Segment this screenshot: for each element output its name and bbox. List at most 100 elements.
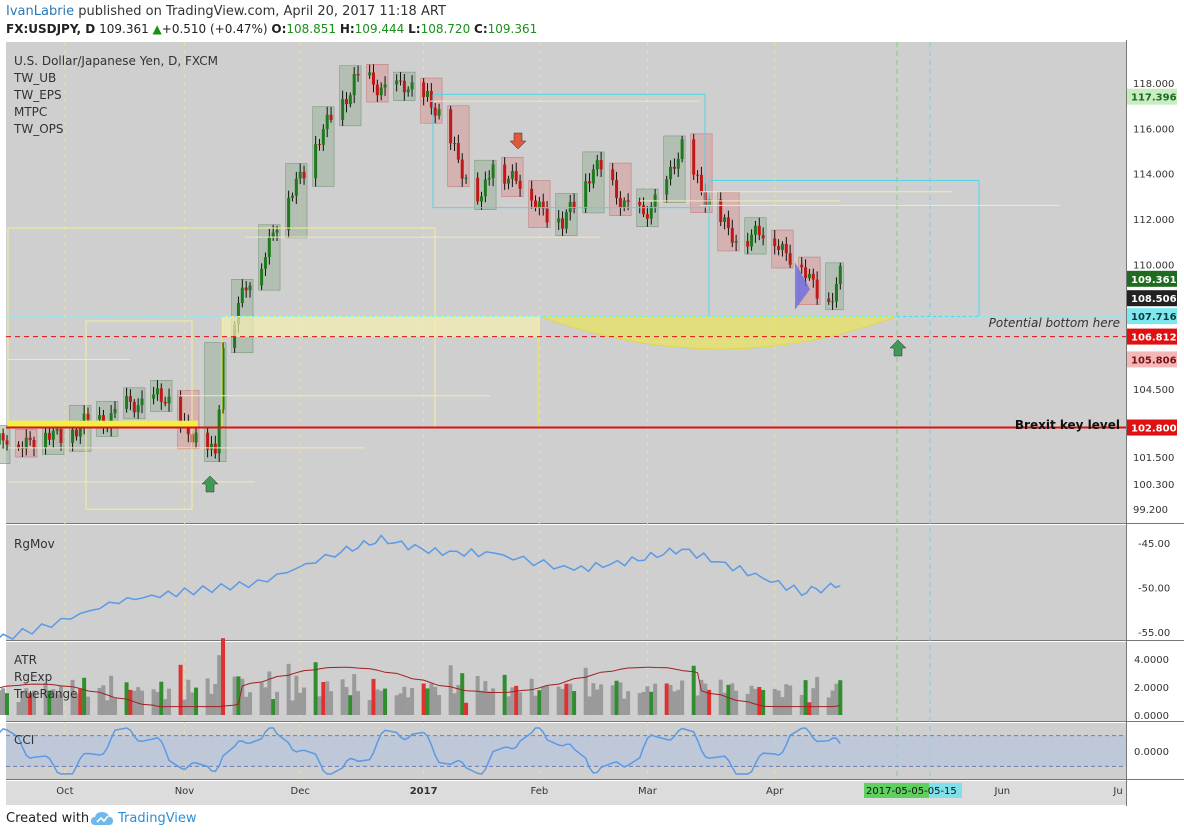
candle-body <box>395 80 399 85</box>
author-link[interactable]: IvanLabrie <box>6 4 75 19</box>
candle-body <box>626 200 630 202</box>
candle-body <box>132 401 136 413</box>
true-range-bar <box>178 664 183 715</box>
candle-body <box>155 388 159 395</box>
true-range-bar <box>329 691 334 715</box>
candle-body <box>530 188 534 201</box>
candle-body <box>348 95 352 105</box>
legend-indicator: TW_EPS <box>13 88 62 102</box>
true-range-bar <box>784 684 789 715</box>
candle-body <box>807 273 811 279</box>
true-range-bar <box>348 695 353 715</box>
candle-body <box>541 201 545 209</box>
price-tag-label: 117.396 <box>1131 93 1177 104</box>
legend-indicator: TW_OPS <box>13 122 64 136</box>
true-range-bar <box>749 685 754 715</box>
open-value: 108.851 <box>286 22 336 36</box>
true-range-bar <box>132 690 137 715</box>
true-range-bar <box>691 665 696 715</box>
true-range-bar <box>290 700 295 715</box>
time-tick-label: Jun <box>994 786 1011 797</box>
true-range-bar <box>151 689 156 715</box>
candle-body <box>746 240 750 247</box>
candle-body <box>406 89 410 93</box>
true-range-bar <box>24 688 29 715</box>
true-range-bar <box>676 689 681 715</box>
candle-body <box>503 164 507 184</box>
candle-body <box>672 166 676 169</box>
candle-body <box>827 298 831 302</box>
candle-body <box>777 246 781 250</box>
candle-body <box>591 169 595 184</box>
true-range-bar <box>205 678 210 715</box>
candle-body <box>568 201 572 213</box>
true-range-bar <box>159 681 164 715</box>
true-range-bar <box>807 702 812 715</box>
true-range-bar <box>653 683 658 715</box>
true-range-bar <box>190 692 195 715</box>
true-range-bar <box>248 692 253 715</box>
candle-body <box>572 201 576 209</box>
true-range-bar <box>406 697 411 715</box>
tradingview-link[interactable]: TradingView <box>118 811 197 826</box>
true-range-bar <box>136 687 141 715</box>
annotation-brexit-key-level: Brexit key level <box>1015 418 1120 432</box>
price-tag-bg <box>1127 419 1177 436</box>
candle-body <box>780 243 784 250</box>
candle-body <box>422 82 426 97</box>
price-tag-bg <box>1127 328 1177 345</box>
price-chart[interactable]: 118.000 116.000 114.000 112.000 110.000 104.5… <box>0 40 1184 806</box>
candle-body <box>44 432 48 448</box>
candle-body <box>757 225 761 236</box>
candle-body <box>86 413 90 420</box>
candle-body <box>788 253 792 265</box>
candle-body <box>371 72 375 85</box>
ohlc-line: FX:USDJPY, D 109.361 ▲+0.510 (+0.47%) O:… <box>6 22 537 36</box>
legend-indicator: MTPC <box>14 105 47 119</box>
candle-body <box>240 287 244 304</box>
true-range-bar <box>510 687 515 715</box>
last-price: 109.361 <box>99 22 149 36</box>
candle-body <box>838 265 842 284</box>
true-range-bar <box>838 680 843 715</box>
price-tick-label: 99.200 <box>1133 505 1168 516</box>
true-range-bar <box>240 678 245 715</box>
true-range-bar <box>641 691 646 715</box>
price-tag-label: 109.361 <box>1131 275 1177 286</box>
change-value: +0.510 (+0.47%) <box>161 22 268 36</box>
candle-body <box>217 409 221 454</box>
true-range-bar <box>221 638 226 715</box>
candle-body <box>314 144 318 179</box>
true-range-bar <box>16 701 21 715</box>
candle-body <box>618 197 622 208</box>
candle-body <box>815 279 819 299</box>
rgmov-label: RgMov <box>14 537 55 551</box>
candle-body <box>5 440 9 445</box>
price-tick-label: 104.500 <box>1133 385 1174 396</box>
candle-body <box>24 437 28 450</box>
main-pane-bg <box>6 42 1126 523</box>
true-range-bar <box>618 682 623 715</box>
true-range-bar <box>433 686 438 715</box>
true-range-bar <box>101 685 106 715</box>
candle-body <box>642 205 646 215</box>
candle-body <box>514 171 518 181</box>
true-range-bar <box>267 671 272 715</box>
candle-body <box>537 201 541 208</box>
true-range-bar <box>514 685 519 715</box>
cci-line <box>0 727 841 775</box>
true-range-bar <box>275 691 280 715</box>
candle-body <box>213 443 217 454</box>
candle-body <box>615 180 619 198</box>
true-range-bar <box>294 675 299 715</box>
true-range-bar <box>622 698 627 715</box>
cci-tick-label: 0.0000 <box>1134 747 1169 758</box>
candle-body <box>429 90 433 108</box>
true-range-bar <box>560 688 565 715</box>
price-tag-label: 102.800 <box>1131 424 1177 435</box>
true-range-bar <box>487 691 492 715</box>
candle-body <box>236 303 240 325</box>
blue-triangle <box>795 262 810 310</box>
true-range-bar <box>20 691 25 715</box>
candle-body <box>298 171 302 179</box>
